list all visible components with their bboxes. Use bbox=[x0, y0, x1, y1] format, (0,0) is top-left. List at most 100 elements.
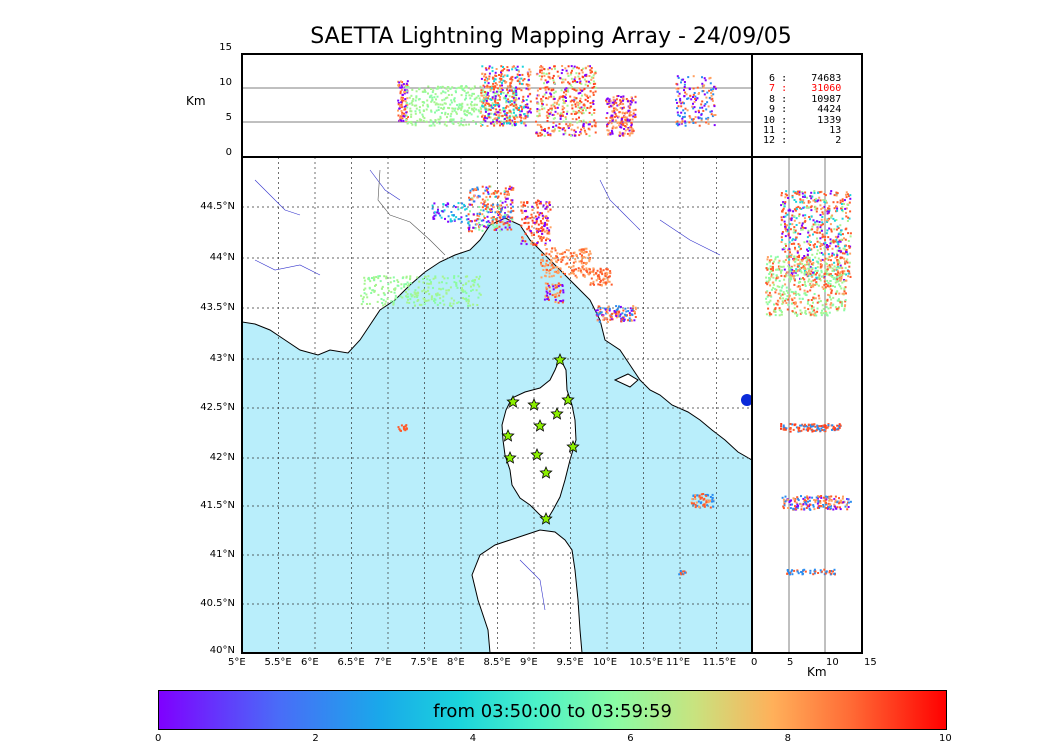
station-count-row: 10 : 1339 bbox=[757, 114, 857, 126]
station-count-stations: 11 bbox=[757, 125, 782, 137]
lon-tick-label: 6.5°E bbox=[337, 657, 365, 668]
star-icon bbox=[530, 447, 544, 461]
colorbar-tick-label: 6 bbox=[627, 733, 634, 744]
colorbar-tick-label: 10 bbox=[939, 733, 952, 744]
station-count-table: 6 : 74683 7 : 31060 8 : 10987 9 : 4424 1… bbox=[757, 73, 857, 147]
lat-tick-label: 40.5°N bbox=[200, 598, 235, 609]
star-icon bbox=[527, 397, 541, 411]
side-panel-xlabel: Km bbox=[807, 665, 827, 679]
mainland-land bbox=[241, 156, 753, 461]
lat-tick-label: 43.5°N bbox=[200, 302, 235, 313]
side-xtick-label: 15 bbox=[864, 657, 877, 668]
station-count-separator: : bbox=[781, 114, 788, 126]
star-icon bbox=[539, 511, 553, 525]
lon-tick-label: 8.5°E bbox=[483, 657, 511, 668]
star-icon bbox=[561, 392, 575, 406]
altitude-lon-panel bbox=[241, 53, 753, 158]
side-xtick-label: 0 bbox=[751, 657, 758, 668]
side-lightning-sources bbox=[765, 190, 852, 576]
star-icon bbox=[503, 450, 517, 464]
star-icon bbox=[566, 439, 580, 453]
colorbar-tick-label: 0 bbox=[155, 733, 162, 744]
lat-tick-label: 41°N bbox=[209, 549, 235, 560]
lat-tick-label: 40°N bbox=[209, 645, 235, 656]
station-count-separator: : bbox=[781, 135, 788, 147]
elba-island bbox=[613, 373, 639, 388]
lat-tick-label: 44.5°N bbox=[200, 201, 235, 212]
sardinia-island bbox=[471, 529, 583, 654]
lat-tick-label: 42.5°N bbox=[200, 402, 235, 413]
lon-tick-label: 6°E bbox=[301, 657, 319, 668]
map-panel bbox=[241, 156, 753, 654]
station-count-stations: 12 bbox=[757, 135, 782, 147]
lon-tick-label: 10°E bbox=[593, 657, 618, 668]
map-lightning-sources bbox=[360, 185, 715, 576]
station-count-separator: : bbox=[781, 93, 788, 105]
station-count-stations: 6 bbox=[757, 73, 782, 84]
top-panel-ylabel: Km bbox=[186, 94, 206, 108]
station-count-stations: 8 bbox=[757, 93, 782, 105]
station-count-stations: 9 bbox=[757, 104, 782, 116]
lon-tick-label: 11°E bbox=[666, 657, 691, 668]
altitude-lat-panel bbox=[751, 156, 863, 654]
lon-tick-label: 11.5°E bbox=[702, 657, 737, 668]
lon-tick-label: 10.5°E bbox=[629, 657, 664, 668]
station-count-value: 74683 bbox=[787, 73, 842, 84]
top-ytick-label: 15 bbox=[219, 42, 232, 53]
station-count-value: 1339 bbox=[787, 114, 842, 126]
station-count-row: 8 : 10987 bbox=[757, 93, 857, 105]
top-ytick-label: 5 bbox=[225, 112, 232, 123]
station-count-stations: 10 bbox=[757, 114, 782, 126]
lat-tick-label: 41.5°N bbox=[200, 500, 235, 511]
lon-tick-label: 5°E bbox=[228, 657, 246, 668]
star-icon bbox=[539, 465, 553, 479]
page-title: SAETTA Lightning Mapping Array - 24/09/0… bbox=[310, 24, 792, 49]
top-ytick-label: 10 bbox=[219, 77, 232, 88]
lon-tick-label: 9.5°E bbox=[556, 657, 584, 668]
side-xtick-label: 5 bbox=[787, 657, 794, 668]
station-count-separator: : bbox=[781, 104, 788, 116]
station-count-value: 31060 bbox=[787, 83, 842, 95]
colorbar-tick-label: 8 bbox=[784, 733, 791, 744]
station-count-row: 12 : 2 bbox=[757, 136, 857, 146]
lat-tick-label: 43°N bbox=[209, 353, 235, 364]
lon-tick-label: 7.5°E bbox=[410, 657, 438, 668]
lightning-cluster-dot bbox=[741, 394, 753, 406]
rivers bbox=[254, 169, 721, 611]
country-border bbox=[377, 169, 446, 256]
station-count-row: 11 : 13 bbox=[757, 125, 857, 137]
station-count-value: 13 bbox=[787, 125, 842, 137]
colorbar-label: from 03:50:00 to 03:59:59 bbox=[433, 701, 672, 722]
star-icon bbox=[501, 428, 515, 442]
station-count-separator: : bbox=[781, 73, 788, 84]
map-gridlines bbox=[242, 157, 752, 653]
station-count-value: 2 bbox=[787, 135, 842, 147]
corsica-island bbox=[501, 356, 577, 521]
station-count-value: 10987 bbox=[787, 93, 842, 105]
station-count-separator: : bbox=[781, 125, 788, 137]
station-count-stations: 7 bbox=[757, 83, 782, 95]
station-count-row: 9 : 4424 bbox=[757, 105, 857, 115]
top-ytick-label: 0 bbox=[225, 147, 232, 158]
station-count-row: 6 : 74683 bbox=[757, 73, 857, 84]
colorbar bbox=[158, 690, 947, 730]
lat-tick-label: 44°N bbox=[209, 252, 235, 263]
side-xtick-label: 10 bbox=[826, 657, 839, 668]
station-count-row: 7 : 31060 bbox=[757, 84, 857, 94]
lon-tick-label: 9°E bbox=[520, 657, 538, 668]
station-count-value: 4424 bbox=[787, 104, 842, 116]
colorbar-tick-label: 4 bbox=[469, 733, 477, 744]
lon-tick-label: 7°E bbox=[374, 657, 392, 668]
star-icon bbox=[506, 394, 520, 408]
colorbar-tick-label: 2 bbox=[312, 733, 319, 744]
lon-tick-label: 5.5°E bbox=[264, 657, 292, 668]
lon-tick-label: 8°E bbox=[447, 657, 465, 668]
star-icon bbox=[553, 352, 567, 366]
counts-panel-frame bbox=[751, 53, 863, 158]
station-markers bbox=[501, 352, 580, 525]
station-count-separator: : bbox=[781, 83, 788, 95]
top-lightning-sources bbox=[397, 65, 717, 137]
lat-tick-label: 42°N bbox=[209, 452, 235, 463]
star-icon bbox=[533, 418, 547, 432]
